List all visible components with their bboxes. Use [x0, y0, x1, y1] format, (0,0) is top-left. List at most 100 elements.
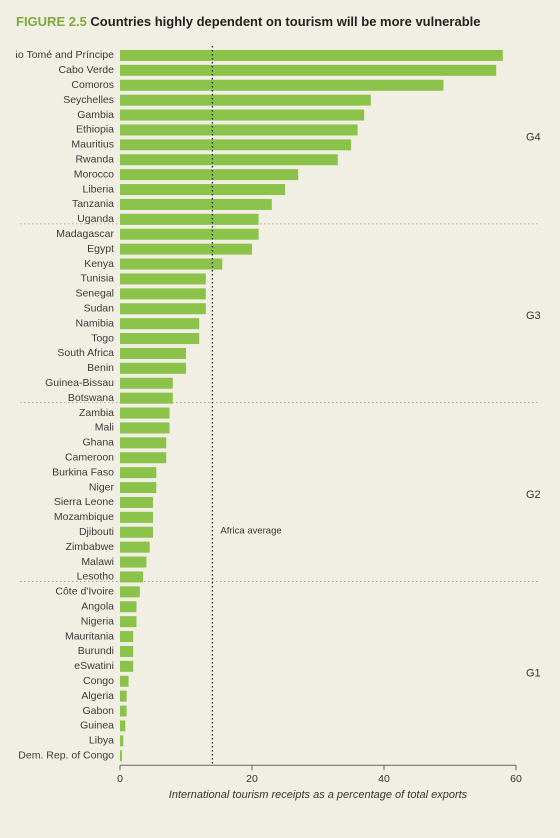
- bar: [120, 631, 133, 642]
- bar: [120, 65, 496, 76]
- country-label: Namibia: [75, 317, 114, 329]
- bar: [120, 750, 122, 761]
- bar: [120, 318, 199, 329]
- country-label: Guinea-Bissau: [45, 377, 114, 389]
- bar: [120, 363, 186, 374]
- country-label: Mozambique: [54, 511, 114, 523]
- country-label: Togo: [91, 332, 114, 344]
- country-label: Mauritania: [65, 630, 114, 642]
- x-axis-title: International tourism receipts as a perc…: [169, 789, 468, 801]
- bar: [120, 452, 166, 463]
- country-label: Lesotho: [77, 571, 115, 583]
- bar: [120, 154, 338, 165]
- bar: [120, 586, 140, 597]
- bar: [120, 288, 206, 299]
- bar: [120, 557, 146, 568]
- bar-chart: G4 G3 G2 G1 São Tomé and Príncipe Cabo Verde C…: [16, 32, 544, 820]
- country-label: Senegal: [75, 288, 114, 300]
- country-label: Kenya: [84, 258, 114, 270]
- bar: [120, 616, 137, 627]
- bar: [120, 422, 170, 433]
- country-label: São Tomé and Príncipe: [16, 49, 114, 61]
- country-label: Tanzania: [72, 198, 114, 210]
- country-label: Benin: [87, 362, 114, 374]
- bar: [120, 169, 298, 180]
- bar: [120, 735, 123, 746]
- africa-average-label: Africa average: [220, 525, 281, 536]
- bar: [120, 110, 364, 121]
- figure-container: FIGURE 2.5 Countries highly dependent on…: [0, 0, 560, 820]
- country-label: Ethiopia: [76, 124, 114, 136]
- bar: [120, 259, 222, 270]
- bar: [120, 184, 285, 195]
- bar: [120, 348, 186, 359]
- country-label: Morocco: [74, 168, 114, 180]
- country-label: Malawi: [81, 556, 114, 568]
- bar: [120, 333, 199, 344]
- country-label: Seychelles: [63, 94, 114, 106]
- bar: [120, 571, 143, 582]
- country-label: Congo: [83, 675, 114, 687]
- country-label: Libya: [89, 735, 114, 747]
- bar: [120, 378, 173, 389]
- x-tick-label: 60: [510, 773, 522, 785]
- country-label: Côte d'Ivoire: [55, 586, 114, 598]
- x-tick-label: 40: [378, 773, 390, 785]
- bar: [120, 95, 371, 106]
- country-label: Botswana: [68, 392, 114, 404]
- country-label: South Africa: [57, 347, 114, 359]
- bar: [120, 720, 125, 731]
- country-label: Zambia: [79, 407, 114, 419]
- country-label: Rwanda: [75, 154, 114, 166]
- country-label: Guinea: [80, 720, 114, 732]
- x-tick-label: 0: [117, 773, 123, 785]
- country-label: Djibouti: [79, 526, 114, 538]
- figure-title-text: Countries highly dependent on tourism wi…: [90, 14, 480, 29]
- group-label: G4: [526, 131, 541, 143]
- bar: [120, 437, 166, 448]
- country-label: Dem. Rep. of Congo: [18, 750, 114, 762]
- bar: [120, 601, 137, 612]
- country-label: Mauritius: [71, 139, 114, 151]
- country-label: Gambia: [77, 109, 114, 121]
- bar: [120, 244, 252, 255]
- bar: [120, 408, 170, 419]
- bar: [120, 139, 351, 150]
- bar: [120, 124, 358, 135]
- country-label: Cabo Verde: [59, 64, 115, 76]
- country-label: Comoros: [71, 79, 114, 91]
- figure-number: FIGURE 2.5: [16, 14, 87, 29]
- bar: [120, 646, 133, 657]
- bar: [120, 229, 259, 240]
- bar: [120, 497, 153, 508]
- chart-svg: G4 G3 G2 G1 São Tomé and Príncipe Cabo Verde C…: [16, 32, 544, 820]
- country-label: Burundi: [78, 645, 114, 657]
- country-label: Ghana: [82, 437, 114, 449]
- group-label: G2: [526, 489, 541, 501]
- bar: [120, 273, 206, 284]
- country-label: Angola: [81, 601, 114, 613]
- country-label: Burkina Faso: [52, 466, 114, 478]
- figure-title: FIGURE 2.5 Countries highly dependent on…: [16, 14, 544, 29]
- group-label: G3: [526, 310, 541, 322]
- bar: [120, 467, 156, 478]
- bar: [120, 542, 150, 553]
- bar: [120, 706, 127, 717]
- country-label: Egypt: [87, 243, 114, 255]
- country-label: Liberia: [82, 183, 114, 195]
- bar: [120, 50, 503, 61]
- bar: [120, 80, 443, 91]
- bar: [120, 214, 259, 225]
- country-label: Sierra Leone: [54, 496, 114, 508]
- country-label: Gabon: [82, 705, 114, 717]
- country-label: Tunisia: [81, 273, 115, 285]
- country-label: eSwatini: [74, 660, 114, 672]
- group-label: G1: [526, 668, 541, 680]
- country-label: Niger: [89, 481, 115, 493]
- bar: [120, 691, 127, 702]
- country-label: Cameroon: [65, 452, 114, 464]
- bar: [120, 676, 129, 687]
- country-label: Sudan: [84, 303, 115, 315]
- country-label: Mali: [95, 422, 114, 434]
- x-tick-label: 20: [246, 773, 258, 785]
